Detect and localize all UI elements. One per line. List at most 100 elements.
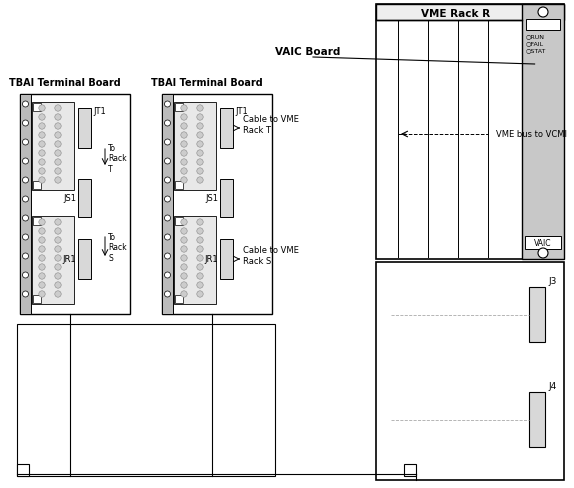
Circle shape bbox=[197, 219, 203, 226]
Circle shape bbox=[197, 123, 203, 130]
Circle shape bbox=[181, 282, 187, 288]
Circle shape bbox=[165, 178, 170, 183]
Circle shape bbox=[181, 291, 187, 298]
Circle shape bbox=[181, 133, 187, 139]
Text: ○FAIL: ○FAIL bbox=[526, 41, 544, 46]
Circle shape bbox=[538, 248, 548, 259]
Circle shape bbox=[165, 140, 170, 146]
Text: JS1: JS1 bbox=[205, 194, 218, 203]
Text: ○RUN: ○RUN bbox=[526, 35, 545, 40]
Circle shape bbox=[39, 282, 45, 288]
Text: Cable to VME
Rack T: Cable to VME Rack T bbox=[243, 115, 299, 134]
Circle shape bbox=[55, 160, 61, 166]
Bar bbox=[32, 103, 74, 191]
Circle shape bbox=[181, 237, 187, 244]
Text: J4: J4 bbox=[548, 382, 556, 391]
Circle shape bbox=[22, 121, 29, 127]
Text: JT1: JT1 bbox=[93, 107, 106, 116]
Circle shape bbox=[165, 216, 170, 222]
Circle shape bbox=[197, 273, 203, 280]
Circle shape bbox=[197, 160, 203, 166]
Bar bbox=[162, 95, 272, 314]
Circle shape bbox=[39, 105, 45, 112]
Circle shape bbox=[181, 150, 187, 157]
Circle shape bbox=[39, 142, 45, 148]
Circle shape bbox=[22, 102, 29, 108]
Bar bbox=[17, 464, 29, 476]
Bar bbox=[522, 5, 564, 260]
Bar bbox=[220, 240, 233, 280]
Circle shape bbox=[55, 246, 61, 253]
Circle shape bbox=[181, 255, 187, 262]
Circle shape bbox=[22, 272, 29, 279]
Circle shape bbox=[39, 246, 45, 253]
Circle shape bbox=[55, 282, 61, 288]
Circle shape bbox=[22, 159, 29, 164]
Circle shape bbox=[197, 255, 203, 262]
Bar bbox=[33, 295, 41, 304]
Text: JR1: JR1 bbox=[204, 255, 218, 264]
Circle shape bbox=[197, 150, 203, 157]
Circle shape bbox=[22, 178, 29, 183]
Circle shape bbox=[39, 178, 45, 184]
Bar bbox=[175, 104, 183, 112]
Circle shape bbox=[197, 228, 203, 235]
Text: TBAI Terminal Board: TBAI Terminal Board bbox=[9, 78, 121, 88]
Circle shape bbox=[39, 133, 45, 139]
Circle shape bbox=[39, 291, 45, 298]
Bar bbox=[33, 104, 41, 112]
Circle shape bbox=[39, 160, 45, 166]
Circle shape bbox=[22, 140, 29, 146]
Circle shape bbox=[55, 237, 61, 244]
Circle shape bbox=[165, 159, 170, 164]
Circle shape bbox=[39, 123, 45, 130]
Circle shape bbox=[22, 253, 29, 260]
Circle shape bbox=[181, 178, 187, 184]
Circle shape bbox=[39, 264, 45, 271]
Circle shape bbox=[197, 246, 203, 253]
Bar bbox=[78, 180, 91, 218]
Circle shape bbox=[165, 253, 170, 260]
Circle shape bbox=[55, 264, 61, 271]
Bar bbox=[220, 180, 233, 218]
Circle shape bbox=[55, 228, 61, 235]
Circle shape bbox=[197, 282, 203, 288]
Circle shape bbox=[165, 272, 170, 279]
Circle shape bbox=[55, 133, 61, 139]
Circle shape bbox=[22, 197, 29, 203]
Bar bbox=[32, 217, 74, 305]
Circle shape bbox=[197, 105, 203, 112]
Text: VME Rack R: VME Rack R bbox=[421, 9, 491, 19]
Bar bbox=[78, 109, 91, 149]
Text: TBAI Terminal Board: TBAI Terminal Board bbox=[151, 78, 263, 88]
Circle shape bbox=[39, 115, 45, 121]
Text: J3: J3 bbox=[548, 277, 556, 286]
Bar bbox=[220, 109, 233, 149]
Circle shape bbox=[181, 123, 187, 130]
Circle shape bbox=[181, 160, 187, 166]
Text: Cable to VME
Rack S: Cable to VME Rack S bbox=[243, 246, 299, 265]
Circle shape bbox=[55, 168, 61, 175]
Circle shape bbox=[39, 228, 45, 235]
Text: JR1: JR1 bbox=[63, 255, 76, 264]
Bar bbox=[20, 95, 130, 314]
Circle shape bbox=[39, 168, 45, 175]
Bar bbox=[174, 217, 216, 305]
Circle shape bbox=[22, 291, 29, 297]
Circle shape bbox=[39, 219, 45, 226]
Circle shape bbox=[22, 216, 29, 222]
Bar bbox=[529, 392, 545, 447]
Circle shape bbox=[55, 142, 61, 148]
Text: VME bus to VCMI: VME bus to VCMI bbox=[496, 130, 567, 139]
Circle shape bbox=[39, 237, 45, 244]
Bar bbox=[529, 287, 545, 342]
Circle shape bbox=[181, 168, 187, 175]
Circle shape bbox=[55, 273, 61, 280]
Bar bbox=[78, 240, 91, 280]
Circle shape bbox=[165, 235, 170, 241]
Bar bbox=[20, 95, 31, 314]
Circle shape bbox=[197, 264, 203, 271]
Circle shape bbox=[181, 219, 187, 226]
Circle shape bbox=[55, 115, 61, 121]
Circle shape bbox=[39, 255, 45, 262]
